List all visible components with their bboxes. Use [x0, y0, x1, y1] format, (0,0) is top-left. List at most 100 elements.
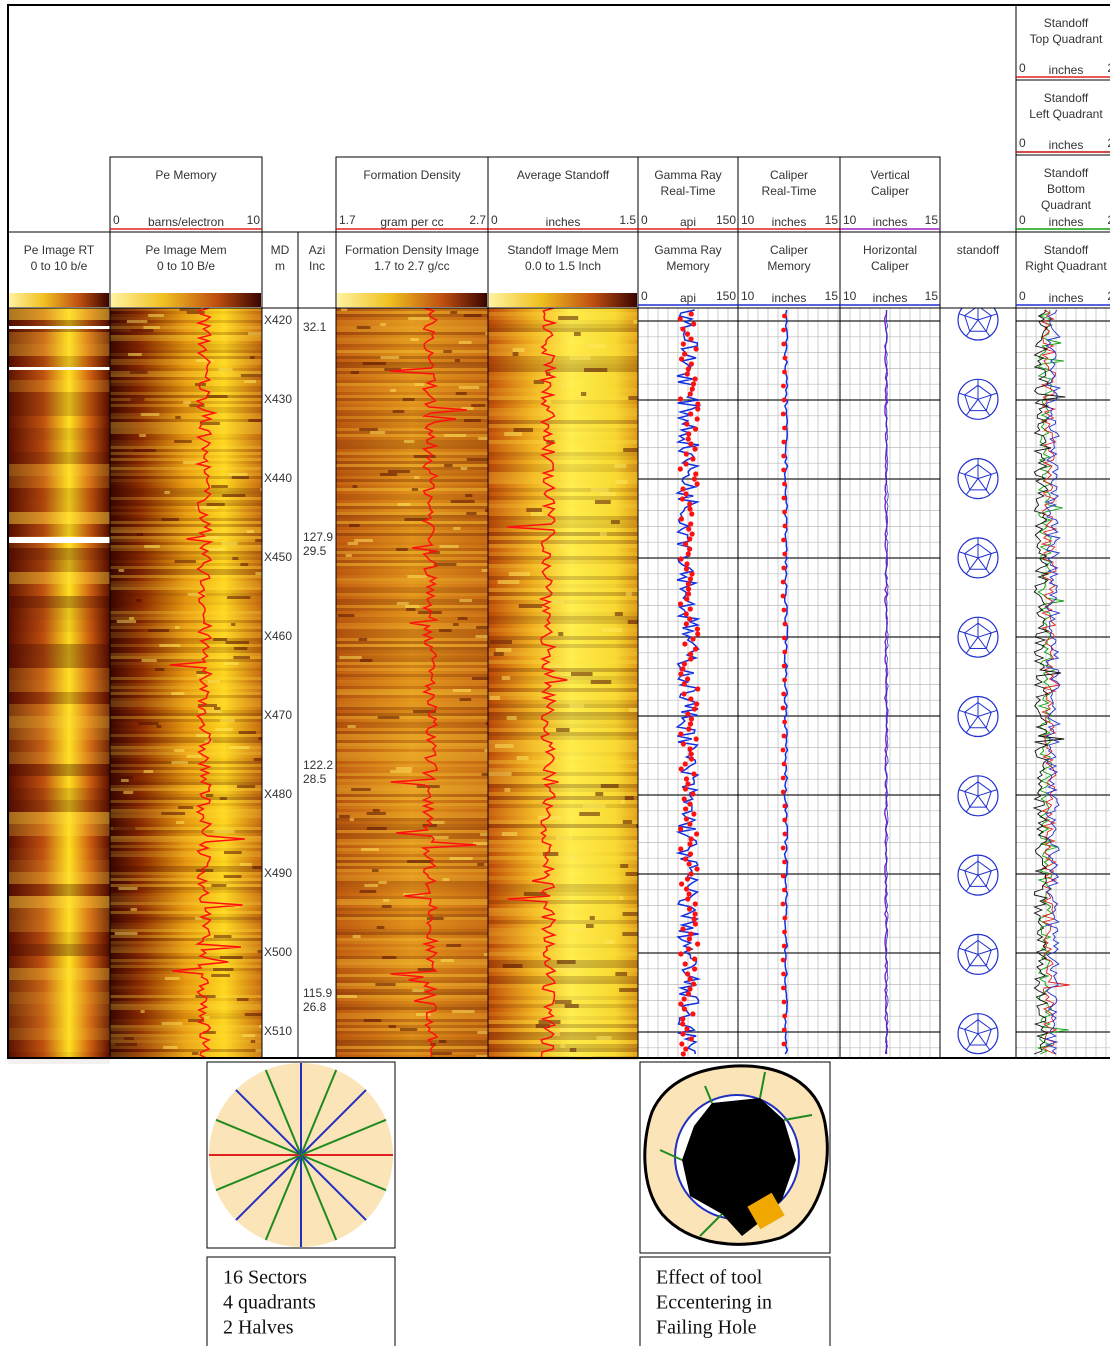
image-speck: [453, 527, 460, 530]
image-speck: [446, 944, 461, 947]
gamma-rt-point: [691, 636, 696, 641]
image-speck: [339, 656, 362, 659]
image-speck: [513, 348, 525, 352]
image-speck: [442, 878, 449, 881]
image-band: [336, 1043, 488, 1046]
image-speck: [234, 647, 247, 650]
image-speck: [611, 520, 620, 524]
gamma-rt-point: [692, 446, 697, 451]
image-speck: [538, 816, 562, 820]
image-speck: [346, 554, 352, 557]
image-speck: [584, 368, 607, 372]
image-speck: [157, 725, 162, 728]
image-band: [110, 449, 262, 452]
image-speck: [464, 419, 481, 422]
header-title: Horizontal: [863, 243, 917, 257]
image-band: [488, 604, 638, 608]
image-speck: [514, 428, 533, 432]
image-speck: [603, 628, 622, 632]
image-speck: [175, 416, 181, 419]
image-band: [488, 352, 638, 356]
image-speck: [246, 530, 253, 533]
scale-min: 10: [741, 289, 755, 303]
caliper-rt-point: [782, 314, 787, 319]
image-band: [8, 476, 110, 488]
image-speck: [252, 866, 261, 869]
track-bg: [738, 308, 840, 1058]
image-band: [488, 616, 638, 620]
image-band: [110, 716, 262, 719]
image-band: [110, 482, 262, 485]
image-band: [336, 506, 488, 509]
image-speck: [215, 728, 233, 731]
image-speck: [564, 856, 579, 860]
gamma-rt-point: [682, 641, 687, 646]
gamma-rt-point: [681, 341, 686, 346]
image-speck: [451, 500, 475, 503]
image-band: [336, 482, 488, 485]
header-title: Gamma Ray: [654, 243, 721, 257]
image-band: [110, 779, 262, 782]
image-speck: [164, 491, 170, 494]
image-band: [110, 416, 262, 419]
image-band: [110, 602, 262, 605]
gamma-rt-point: [679, 881, 684, 886]
image-speck: [244, 380, 256, 383]
image-band: [488, 684, 638, 688]
image-band: [110, 584, 262, 587]
image-band: [110, 1001, 262, 1004]
image-speck: [560, 1044, 565, 1048]
image-speck: [204, 1016, 209, 1019]
image-band: [488, 376, 638, 380]
image-band: [110, 986, 262, 989]
image-band: [336, 551, 488, 554]
image-band: [488, 468, 638, 472]
image-band: [110, 497, 262, 500]
image-band: [110, 860, 262, 863]
image-band: [336, 770, 488, 773]
gamma-rt-point: [694, 701, 699, 706]
gamma-rt-point: [688, 391, 693, 396]
image-band: [8, 452, 110, 464]
gamma-rt-point: [686, 946, 691, 951]
caliper-rt-point: [782, 664, 787, 669]
image-speck: [414, 476, 419, 479]
image-band: [488, 336, 638, 340]
caliper-rt-point: [781, 748, 786, 753]
image-band: [110, 914, 262, 917]
image-band: [8, 524, 110, 536]
image-speck: [464, 314, 482, 317]
image-band: [336, 923, 488, 926]
image-band: [488, 952, 638, 956]
image-band: [8, 992, 110, 1004]
image-speck: [208, 680, 220, 683]
gamma-rt-point: [684, 596, 689, 601]
image-band: [110, 989, 262, 992]
image-band: [336, 962, 488, 965]
image-band: [110, 590, 262, 593]
image-speck: [144, 545, 160, 548]
image-band: [488, 1048, 638, 1052]
image-speck: [586, 924, 594, 928]
image-speck: [382, 956, 396, 959]
image-band: [488, 936, 638, 940]
image-band: [110, 878, 262, 881]
image-speck: [350, 818, 354, 821]
image-band: [8, 788, 110, 800]
image-band: [488, 620, 638, 624]
image-speck: [496, 648, 512, 652]
azimuth-label: 115.9: [303, 986, 332, 1000]
image-band: [110, 686, 262, 689]
image-speck: [418, 611, 441, 614]
image-band: [336, 914, 488, 917]
gamma-rt-point: [692, 376, 697, 381]
image-speck: [211, 884, 226, 887]
image-band: [8, 404, 110, 416]
image-band: [336, 344, 488, 347]
image-speck: [237, 998, 249, 1001]
image-band: [110, 572, 262, 575]
image-band: [336, 350, 488, 353]
image-band: [336, 470, 488, 473]
header-title: 0 to 10 B/e: [157, 259, 215, 273]
image-band: [8, 428, 110, 440]
